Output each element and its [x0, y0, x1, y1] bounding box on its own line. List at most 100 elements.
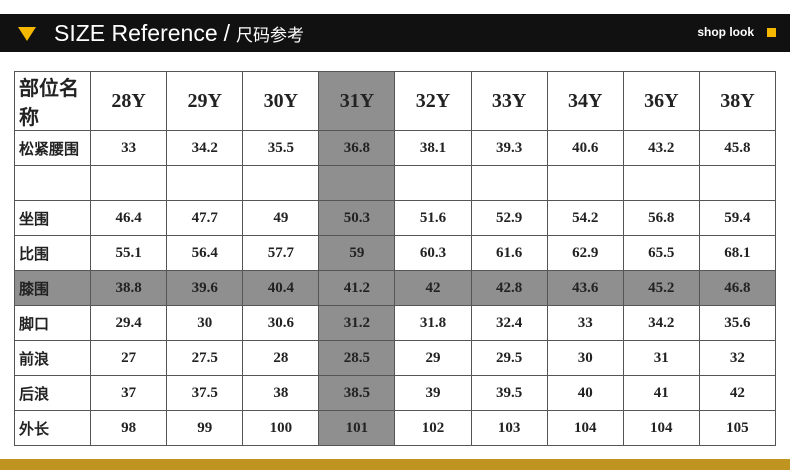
cell: 32.4 — [470, 305, 548, 341]
data-row: 后浪 37 37.5 38 38.5 39 39.5 40 41 42 — [13, 375, 777, 411]
cell: 61.6 — [470, 235, 548, 271]
cell: 36.8 — [318, 130, 396, 166]
cell: 101 — [318, 410, 396, 446]
cell: 29 — [394, 340, 472, 376]
cell: 104 — [622, 410, 700, 446]
cell: 45.8 — [698, 130, 777, 166]
row-label: 坐围 — [13, 200, 92, 236]
cell: 30.6 — [242, 305, 320, 341]
cell: 27 — [90, 340, 168, 376]
cell: 56.8 — [622, 200, 700, 236]
blank-cell — [394, 165, 472, 201]
cell: 31.8 — [394, 305, 472, 341]
cell: 38.8 — [90, 270, 168, 306]
row-label: 比围 — [13, 235, 92, 271]
cell: 29.5 — [470, 340, 548, 376]
data-row: 脚口 29.4 30 30.6 31.2 31.8 32.4 33 34.2 35.6 — [13, 305, 777, 341]
cell: 60.3 — [394, 235, 472, 271]
cell: 56.4 — [166, 235, 244, 271]
column-header: 30Y — [242, 71, 320, 131]
cell: 68.1 — [698, 235, 777, 271]
row-label: 前浪 — [13, 340, 92, 376]
cell: 40.4 — [242, 270, 320, 306]
data-row: 松紧腰围 33 34.2 35.5 36.8 38.1 39.3 40.6 43.2 45.8 — [13, 130, 777, 166]
cell: 42 — [394, 270, 472, 306]
cell: 30 — [166, 305, 244, 341]
cell: 103 — [470, 410, 548, 446]
blank-cell — [318, 165, 396, 201]
cell: 49 — [242, 200, 320, 236]
column-header: 33Y — [470, 71, 548, 131]
column-header: 部位名称 — [13, 71, 92, 131]
cell: 51.6 — [394, 200, 472, 236]
cell: 104 — [546, 410, 624, 446]
blank-cell — [698, 165, 777, 201]
cell: 55.1 — [90, 235, 168, 271]
cell: 34.2 — [166, 130, 244, 166]
cell: 37.5 — [166, 375, 244, 411]
cell: 37 — [90, 375, 168, 411]
cell: 102 — [394, 410, 472, 446]
cell: 34.2 — [622, 305, 700, 341]
column-header: 34Y — [546, 71, 624, 131]
cell: 99 — [166, 410, 244, 446]
header-row: 部位名称 28Y 29Y 30Y 31Y 32Y 33Y 34Y 36Y 38Y — [13, 71, 777, 131]
column-header: 38Y — [698, 71, 777, 131]
header-title: SIZE Reference / 尺码参考 — [54, 20, 304, 47]
cell: 46.4 — [90, 200, 168, 236]
cell: 100 — [242, 410, 320, 446]
cell: 29.4 — [90, 305, 168, 341]
cell: 31 — [622, 340, 700, 376]
header-bar: SIZE Reference / 尺码参考 shop look — [0, 14, 790, 52]
cell: 41.2 — [318, 270, 396, 306]
cell: 40.6 — [546, 130, 624, 166]
cell: 30 — [546, 340, 624, 376]
cell: 39 — [394, 375, 472, 411]
column-header: 31Y — [318, 71, 396, 131]
cell: 62.9 — [546, 235, 624, 271]
shop-link[interactable]: shop look — [697, 25, 754, 39]
data-row: 前浪 27 27.5 28 28.5 29 29.5 30 31 32 — [13, 340, 777, 376]
blank-cell — [13, 165, 92, 201]
cell: 43.2 — [622, 130, 700, 166]
data-row: 坐围 46.4 47.7 49 50.3 51.6 52.9 54.2 56.8 59.4 — [13, 200, 777, 236]
triangle-icon — [18, 27, 36, 41]
cell: 28 — [242, 340, 320, 376]
square-icon — [767, 28, 776, 37]
row-label: 外长 — [13, 410, 92, 446]
cell: 52.9 — [470, 200, 548, 236]
cell: 40 — [546, 375, 624, 411]
blank-cell — [622, 165, 700, 201]
blank-cell — [90, 165, 168, 201]
column-header: 28Y — [90, 71, 168, 131]
cell: 54.2 — [546, 200, 624, 236]
cell: 38.1 — [394, 130, 472, 166]
footer-bar — [0, 459, 790, 470]
row-label: 膝围 — [13, 270, 92, 306]
data-row: 膝围 38.8 39.6 40.4 41.2 42 42.8 43.6 45.2 46.8 — [13, 270, 777, 306]
cell: 57.7 — [242, 235, 320, 271]
blank-cell — [546, 165, 624, 201]
title-subtitle: 尺码参考 — [236, 26, 305, 45]
column-header: 29Y — [166, 71, 244, 131]
cell: 98 — [90, 410, 168, 446]
cell: 33 — [90, 130, 168, 166]
cell: 42.8 — [470, 270, 548, 306]
cell: 35.5 — [242, 130, 320, 166]
row-label: 脚口 — [13, 305, 92, 341]
row-label: 后浪 — [13, 375, 92, 411]
cell: 45.2 — [622, 270, 700, 306]
cell: 39.3 — [470, 130, 548, 166]
cell: 28.5 — [318, 340, 396, 376]
blank-cell — [242, 165, 320, 201]
column-header: 36Y — [622, 71, 700, 131]
cell: 38 — [242, 375, 320, 411]
cell: 41 — [622, 375, 700, 411]
cell: 32 — [698, 340, 777, 376]
cell: 46.8 — [698, 270, 777, 306]
size-table: 部位名称 28Y 29Y 30Y 31Y 32Y 33Y 34Y 36Y 38Y 松紧腰围 33 34.… — [13, 71, 777, 446]
title-separator: / — [223, 20, 231, 46]
data-row: 比围 55.1 56.4 57.7 59 60.3 61.6 62.9 65.5 68.1 — [13, 235, 777, 271]
cell: 43.6 — [546, 270, 624, 306]
